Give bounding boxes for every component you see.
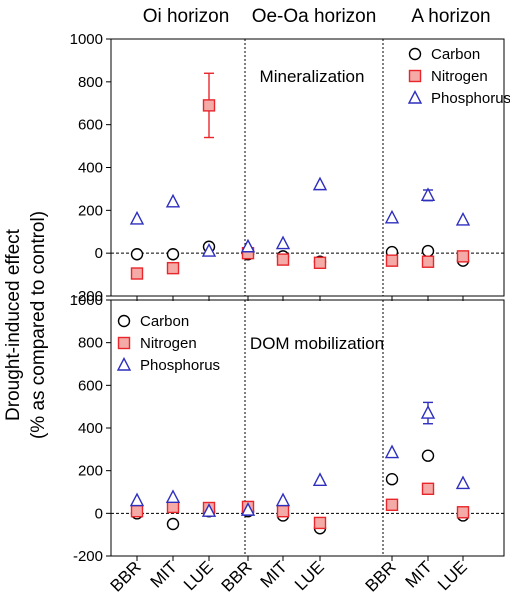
panel-1-nitrogen-point <box>276 253 290 266</box>
panel-1-carbon-point <box>166 248 180 261</box>
panel-2-phosphorus-point <box>165 489 181 504</box>
panel-1-legend-carbon-label: Carbon <box>431 46 480 63</box>
panel-2-legend-phosphorus-label: Phosphorus <box>140 357 220 374</box>
panel-1-phosphorus-point <box>165 193 181 208</box>
panel-2-nitrogen-point <box>456 506 470 519</box>
panel-1-ytick-label: 0 <box>95 245 103 262</box>
site-label-mit: MIT <box>402 557 436 591</box>
panel-2-carbon-point <box>421 449 435 462</box>
panel-2-phosphorus-point <box>384 444 400 459</box>
panel-2-phosphorus-point <box>275 492 291 507</box>
panel-2-legend-phosphorus-marker <box>116 356 132 371</box>
panel-1-ytick-label: 200 <box>78 202 103 219</box>
plot-area: -200 0 200 400 600 800 1000 Mineralization Carbo… <box>70 31 510 596</box>
panel-2-ytick-label: 200 <box>78 463 103 480</box>
panel-2-nitrogen-point <box>421 482 435 495</box>
panel-2-nitrogen-point <box>385 498 399 511</box>
panel-1-nitrogen-point <box>166 261 180 275</box>
panel-1-carbon-point <box>421 244 435 258</box>
panel-2-legend-carbon-marker <box>117 314 131 328</box>
panel-1-ytick-label: 800 <box>78 74 103 91</box>
panel-2-nitrogen-point <box>276 505 290 518</box>
panel-2-phosphorus-point <box>420 405 436 419</box>
panel-2-legend-nitrogen-marker <box>117 336 131 350</box>
panel-1-phosphorus-point <box>275 235 291 250</box>
panel-2-phosphorus-point <box>240 502 256 516</box>
panel-1-phosphorus-point <box>129 210 145 225</box>
panel-1-carbon-point <box>130 248 144 261</box>
panel-2-carbon-point <box>166 517 180 531</box>
panel-2-phosphorus-point <box>455 475 471 490</box>
site-label-lue: LUE <box>434 557 471 594</box>
panel-1-legend-carbon-marker <box>408 47 422 61</box>
panel-1-phosphorus-point <box>455 211 471 226</box>
site-label-bbr: BBR <box>362 557 400 595</box>
horizon-label-a: A horizon <box>411 6 490 27</box>
panel-1-phosphorus-point <box>312 176 328 191</box>
panel-1-phosphorus-point <box>201 243 217 257</box>
horizon-label-oe-oa: Oe-Oa horizon <box>252 6 377 27</box>
panel-2-ytick-label: 0 <box>95 505 103 522</box>
panel-1-phosphorus-point <box>240 238 256 253</box>
panel-1-legend-phosphorus-marker <box>407 89 423 104</box>
panel-1-annotation: Mineralization <box>260 67 365 86</box>
panel-1-phosphorus-point <box>384 209 400 224</box>
panel-1-nitrogen-point <box>421 255 435 268</box>
panel-2-legend-carbon-label: Carbon <box>140 313 189 330</box>
horizon-label-oi: Oi horizon <box>143 6 230 27</box>
site-label-bbr: BBR <box>218 557 256 595</box>
panel-2-annotation: DOM mobilization <box>250 334 384 353</box>
panel-1-legend-phosphorus-label: Phosphorus <box>431 90 510 107</box>
panel-1-nitrogen-point <box>456 250 470 263</box>
panel-1-nitrogen-point <box>130 267 144 280</box>
panel-1-ytick-label: 600 <box>78 117 103 134</box>
panel-1-legend-nitrogen-marker <box>408 69 422 83</box>
panel-2-phosphorus-point <box>312 472 328 486</box>
panel-2-ytick-label: 800 <box>78 335 103 352</box>
y-axis-title: Drought-induced effect (% as compared to… <box>3 211 49 439</box>
panel-2-nitrogen-point <box>313 516 327 530</box>
panel-1-ytick-label: 1000 <box>70 31 103 48</box>
panel-2-nitrogen-point <box>166 500 180 514</box>
panel-1-phosphorus-point <box>420 187 436 202</box>
panel-2-ytick-label: 1000 <box>70 292 103 309</box>
panel-1-ytick-label: -200 <box>73 288 103 305</box>
panel-1-ytick-label: 400 <box>78 160 103 177</box>
panel-1-nitrogen-point <box>385 254 399 267</box>
panel-1-nitrogen-point <box>202 99 216 112</box>
panel-2-phosphorus-point <box>201 503 217 517</box>
y-axis-title-line2: (% as compared to control) <box>28 211 49 439</box>
site-label-bbr: BBR <box>107 557 145 595</box>
y-axis-title-line1: Drought-induced effect <box>3 228 24 421</box>
panel-2-phosphorus-point <box>129 492 145 507</box>
panel-2-ytick-label: -200 <box>73 548 103 565</box>
panel-2-legend-nitrogen-label: Nitrogen <box>140 335 197 352</box>
site-label-lue: LUE <box>180 557 217 594</box>
site-label-mit: MIT <box>147 557 181 591</box>
panel-2-ytick-label: 600 <box>78 377 103 394</box>
panel-2-nitrogen-point <box>130 505 144 518</box>
panel-2-carbon-point <box>385 473 399 486</box>
site-label-mit: MIT <box>257 557 291 591</box>
site-label-lue: LUE <box>291 557 328 594</box>
panel-1-nitrogen-point <box>313 256 327 270</box>
panel-2-ytick-label: 400 <box>78 420 103 437</box>
panel-1-legend-nitrogen-label: Nitrogen <box>431 68 488 85</box>
